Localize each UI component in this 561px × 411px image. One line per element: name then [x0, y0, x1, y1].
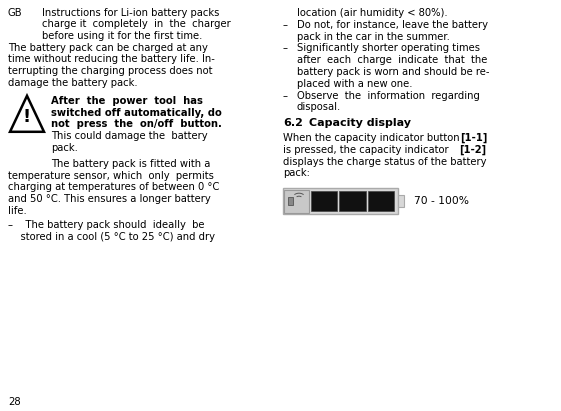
FancyBboxPatch shape	[283, 188, 398, 214]
FancyBboxPatch shape	[339, 191, 366, 211]
Text: Do not, for instance, leave the battery: Do not, for instance, leave the battery	[297, 20, 488, 30]
Text: time without reducing the battery life. In-: time without reducing the battery life. …	[8, 54, 215, 65]
FancyBboxPatch shape	[367, 191, 394, 211]
Text: pack.: pack.	[51, 143, 78, 153]
Text: not  press  the  on/off  button.: not press the on/off button.	[51, 120, 222, 129]
Text: location (air humidity < 80%).: location (air humidity < 80%).	[297, 8, 448, 18]
Text: [1-1]: [1-1]	[460, 133, 488, 143]
Text: 70 - 100%: 70 - 100%	[414, 196, 469, 206]
Text: 6.2: 6.2	[283, 118, 303, 128]
Text: temperature sensor, which  only  permits: temperature sensor, which only permits	[8, 171, 214, 180]
Text: stored in a cool (5 °C to 25 °C) and dry: stored in a cool (5 °C to 25 °C) and dry	[8, 232, 215, 242]
Text: before using it for the first time.: before using it for the first time.	[42, 31, 203, 41]
Text: disposal.: disposal.	[297, 102, 341, 112]
Text: is pressed, the capacity indicator: is pressed, the capacity indicator	[283, 145, 455, 155]
Text: GB: GB	[8, 8, 22, 18]
Text: placed with a new one.: placed with a new one.	[297, 79, 412, 89]
Text: –: –	[283, 20, 288, 30]
FancyBboxPatch shape	[288, 197, 293, 205]
FancyBboxPatch shape	[398, 195, 404, 207]
Text: after  each  charge  indicate  that  the: after each charge indicate that the	[297, 55, 488, 65]
Text: life.: life.	[8, 206, 27, 216]
Text: Significantly shorter operating times: Significantly shorter operating times	[297, 44, 480, 53]
Text: After  the  power  tool  has: After the power tool has	[51, 96, 203, 106]
Text: The battery pack can be charged at any: The battery pack can be charged at any	[8, 43, 208, 53]
FancyBboxPatch shape	[284, 190, 310, 213]
FancyBboxPatch shape	[311, 191, 337, 211]
Text: –: –	[283, 44, 288, 53]
Text: pack in the car in the summer.: pack in the car in the summer.	[297, 32, 450, 42]
Text: switched off automatically, do: switched off automatically, do	[51, 108, 222, 118]
Text: charge it  completely  in  the  charger: charge it completely in the charger	[42, 19, 231, 29]
Text: Capacity display: Capacity display	[309, 118, 411, 128]
Text: terrupting the charging process does not: terrupting the charging process does not	[8, 66, 213, 76]
Text: When the capacity indicator button: When the capacity indicator button	[283, 133, 463, 143]
Text: and 50 °C. This ensures a longer battery: and 50 °C. This ensures a longer battery	[8, 194, 211, 204]
Text: 28: 28	[8, 397, 21, 407]
Text: charging at temperatures of between 0 °C: charging at temperatures of between 0 °C	[8, 182, 219, 192]
Text: pack:: pack:	[283, 169, 310, 178]
Text: battery pack is worn and should be re-: battery pack is worn and should be re-	[297, 67, 490, 77]
Text: This could damage the  battery: This could damage the battery	[51, 131, 208, 141]
Text: Instructions for Li-ion battery packs: Instructions for Li-ion battery packs	[42, 8, 219, 18]
Text: Observe  the  information  regarding: Observe the information regarding	[297, 90, 480, 101]
Text: The battery pack is fitted with a: The battery pack is fitted with a	[51, 159, 210, 169]
Text: !: !	[23, 109, 31, 127]
Text: displays the charge status of the battery: displays the charge status of the batter…	[283, 157, 486, 166]
Text: –    The battery pack should  ideally  be: – The battery pack should ideally be	[8, 220, 205, 230]
Text: –: –	[283, 90, 288, 101]
Text: damage the battery pack.: damage the battery pack.	[8, 78, 137, 88]
Text: [1-2]: [1-2]	[459, 145, 486, 155]
